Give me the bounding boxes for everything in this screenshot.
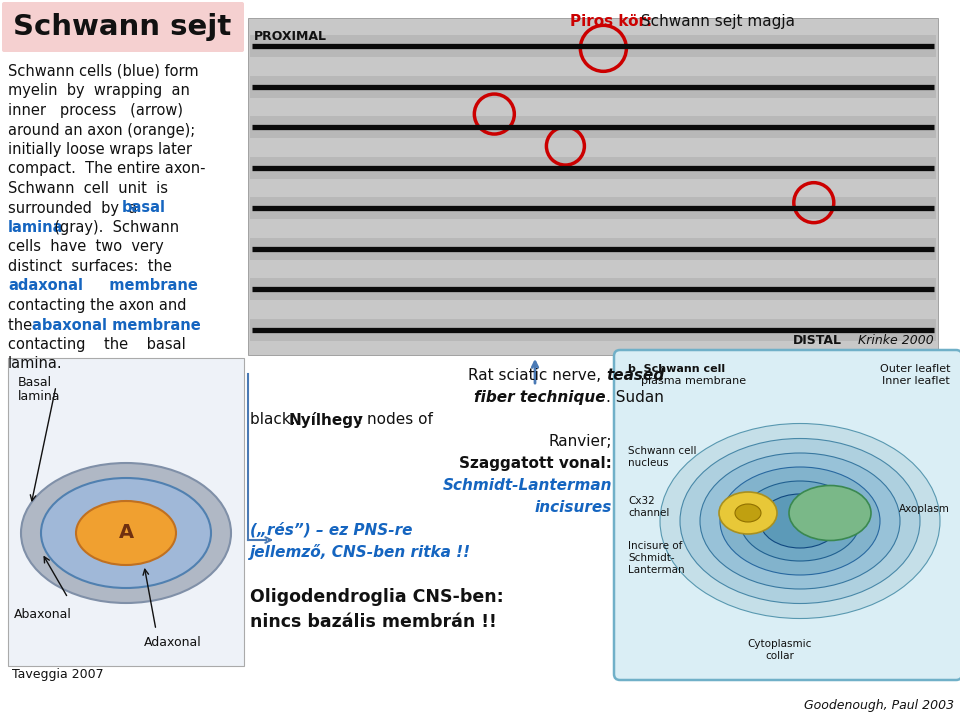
- Text: PROXIMAL: PROXIMAL: [254, 29, 327, 42]
- Bar: [250, 157, 936, 179]
- Ellipse shape: [21, 463, 231, 603]
- Text: distinct  surfaces:  the: distinct surfaces: the: [8, 259, 172, 274]
- Text: nucleus: nucleus: [628, 458, 668, 468]
- Bar: [250, 35, 936, 57]
- Text: incisures: incisures: [535, 500, 612, 515]
- Ellipse shape: [740, 481, 860, 561]
- Ellipse shape: [719, 492, 777, 534]
- Bar: [250, 279, 936, 301]
- Ellipse shape: [660, 423, 940, 619]
- Text: Szaggatott vonal:: Szaggatott vonal:: [459, 456, 612, 471]
- Text: lamina: lamina: [8, 220, 63, 235]
- Text: contacting the axon and: contacting the axon and: [8, 298, 186, 313]
- Bar: [250, 319, 936, 341]
- Text: compact.  The entire axon-: compact. The entire axon-: [8, 162, 205, 177]
- Text: lamina: lamina: [18, 390, 60, 403]
- Text: Krinke 2000: Krinke 2000: [858, 334, 934, 347]
- Text: Cytoplasmic: Cytoplasmic: [748, 639, 812, 649]
- Text: fiber technique: fiber technique: [474, 390, 606, 405]
- Text: basal: basal: [122, 200, 166, 216]
- Text: Nyílhegy: Nyílhegy: [289, 412, 364, 428]
- Text: inner   process   (arrow): inner process (arrow): [8, 103, 183, 118]
- Text: Oligodendroglia CNS-ben:: Oligodendroglia CNS-ben:: [250, 588, 504, 606]
- Text: Schwann sejt: Schwann sejt: [12, 13, 231, 41]
- Ellipse shape: [680, 438, 920, 604]
- Text: cells  have  two  very: cells have two very: [8, 239, 164, 254]
- Bar: [250, 76, 936, 97]
- Text: teased: teased: [606, 368, 664, 383]
- Text: collar: collar: [765, 651, 795, 661]
- Text: Schwann sejt magja: Schwann sejt magja: [636, 14, 795, 29]
- Text: Abaxonal: Abaxonal: [14, 608, 72, 621]
- Text: channel: channel: [628, 508, 669, 518]
- Ellipse shape: [760, 494, 840, 548]
- Text: abaxonal membrane: abaxonal membrane: [32, 317, 201, 332]
- Text: Taveggia 2007: Taveggia 2007: [12, 668, 104, 681]
- Text: (gray).  Schwann: (gray). Schwann: [45, 220, 180, 235]
- Bar: [248, 18, 938, 355]
- Text: : nodes of: : nodes of: [357, 412, 433, 427]
- Text: Axoplasm: Axoplasm: [900, 504, 950, 514]
- Ellipse shape: [720, 467, 880, 575]
- Text: Outer leaflet: Outer leaflet: [879, 364, 950, 374]
- Text: Adaxonal: Adaxonal: [144, 636, 202, 649]
- Bar: [8, 358, 244, 666]
- Text: Basal: Basal: [18, 376, 52, 389]
- Text: around an axon (orange);: around an axon (orange);: [8, 122, 195, 137]
- Text: Lanterman: Lanterman: [628, 565, 684, 575]
- Text: Inner leaflet: Inner leaflet: [882, 376, 950, 386]
- Text: Schwann  cell  unit  is: Schwann cell unit is: [8, 181, 168, 196]
- Text: black.: black.: [250, 412, 300, 427]
- Text: Rat sciatic nerve,: Rat sciatic nerve,: [468, 368, 606, 383]
- Ellipse shape: [789, 485, 871, 541]
- Ellipse shape: [700, 453, 900, 589]
- Bar: [250, 238, 936, 260]
- Text: Cx32: Cx32: [628, 496, 655, 506]
- Ellipse shape: [41, 478, 211, 588]
- Text: Ranvier;: Ranvier;: [548, 434, 612, 449]
- Text: nincs bazális membrán !!: nincs bazális membrán !!: [250, 613, 496, 631]
- Text: Schwann cell: Schwann cell: [628, 446, 697, 456]
- Text: . Sudan: . Sudan: [606, 390, 664, 405]
- Text: Piros kör:: Piros kör:: [570, 14, 652, 29]
- Ellipse shape: [76, 501, 176, 565]
- Text: membrane: membrane: [58, 279, 198, 294]
- Text: surrounded  by  a: surrounded by a: [8, 200, 147, 216]
- Text: jellemző, CNS-ben ritka !!: jellemző, CNS-ben ritka !!: [250, 544, 471, 560]
- Text: Schmidt-: Schmidt-: [628, 553, 675, 563]
- Text: A: A: [118, 523, 133, 543]
- Text: adaxonal: adaxonal: [8, 279, 83, 294]
- Text: Incisure of: Incisure of: [628, 541, 683, 551]
- Text: contacting    the    basal: contacting the basal: [8, 337, 185, 352]
- Text: Schwann cells (blue) form: Schwann cells (blue) form: [8, 64, 199, 79]
- Text: Schmidt-Lanterman: Schmidt-Lanterman: [443, 478, 612, 493]
- Text: Goodenough, Paul 2003: Goodenough, Paul 2003: [804, 699, 954, 712]
- Text: myelin  by  wrapping  an: myelin by wrapping an: [8, 84, 190, 99]
- Ellipse shape: [735, 504, 761, 522]
- Text: b  Schwann cell: b Schwann cell: [628, 364, 725, 374]
- Text: („rés”) – ez PNS-re: („rés”) – ez PNS-re: [250, 522, 413, 538]
- Text: plasma membrane: plasma membrane: [641, 376, 746, 386]
- Text: the: the: [8, 317, 36, 332]
- Bar: [250, 116, 936, 138]
- Text: lamina.: lamina.: [8, 357, 62, 372]
- FancyBboxPatch shape: [2, 2, 244, 52]
- FancyBboxPatch shape: [614, 350, 960, 680]
- Bar: [250, 198, 936, 219]
- Text: initially loose wraps later: initially loose wraps later: [8, 142, 192, 157]
- Text: DISTAL: DISTAL: [793, 334, 842, 347]
